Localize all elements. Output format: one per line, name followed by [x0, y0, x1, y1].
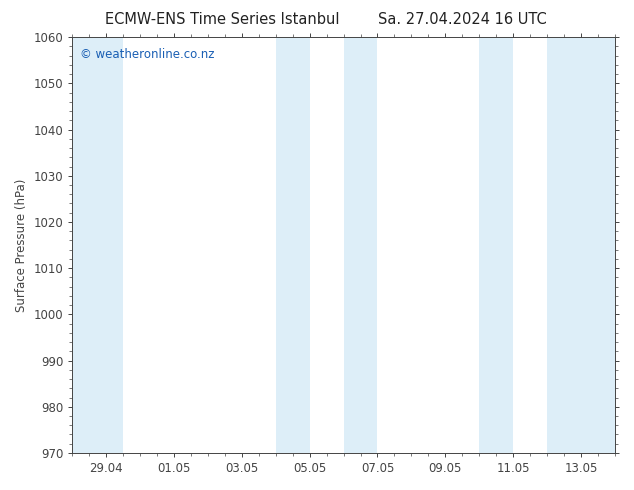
Bar — [479, 37, 513, 453]
Text: Sa. 27.04.2024 16 UTC: Sa. 27.04.2024 16 UTC — [378, 12, 547, 27]
Y-axis label: Surface Pressure (hPa): Surface Pressure (hPa) — [15, 178, 28, 312]
Text: © weatheronline.co.nz: © weatheronline.co.nz — [81, 48, 215, 61]
Title: ECMW-ENS Time Series Istanbul        Sa. 27.04.2024 16 UTC: ECMW-ENS Time Series Istanbul Sa. 27.04.… — [0, 489, 1, 490]
Bar — [344, 37, 377, 453]
Bar — [276, 37, 309, 453]
Bar — [547, 37, 615, 453]
Text: ECMW-ENS Time Series Istanbul: ECMW-ENS Time Series Istanbul — [105, 12, 339, 27]
Bar — [72, 37, 123, 453]
